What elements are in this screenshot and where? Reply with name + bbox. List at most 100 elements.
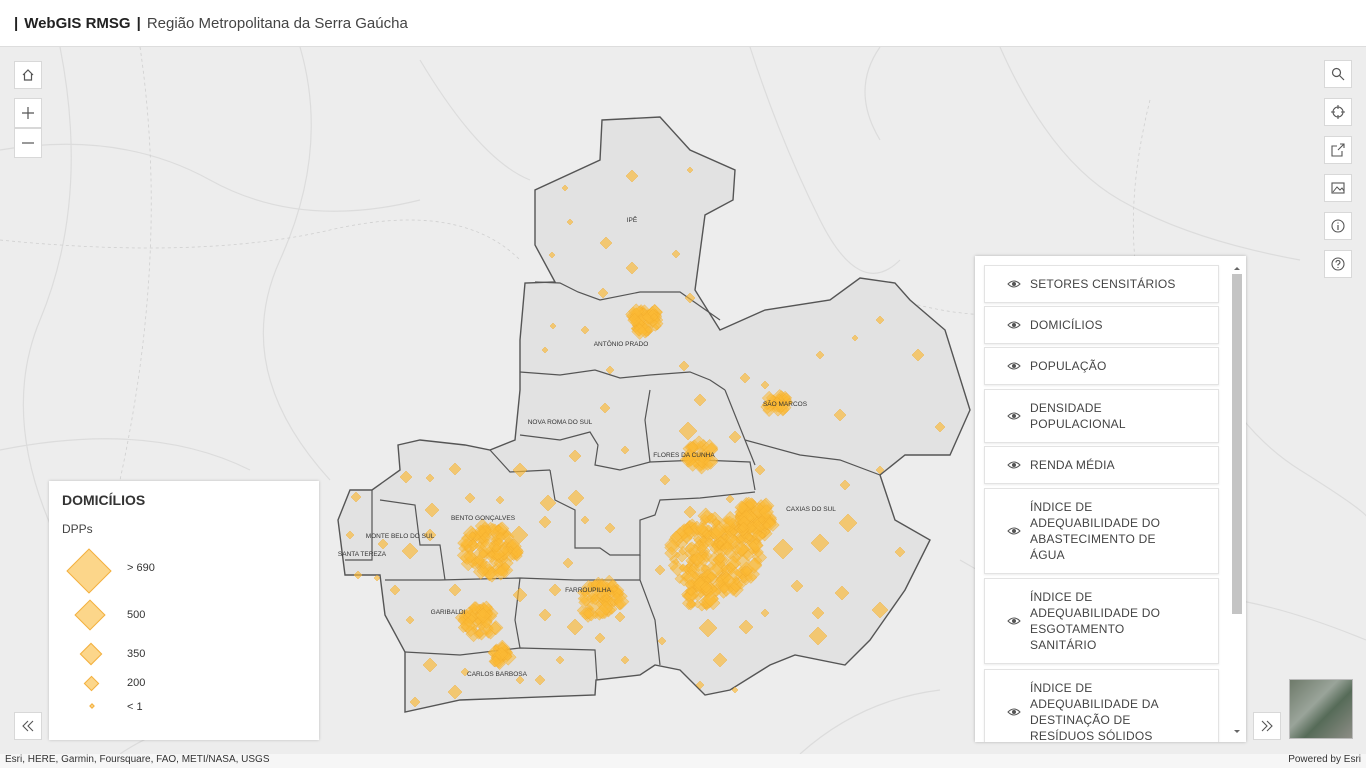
domicilio-symbol[interactable] [702,591,719,608]
domicilio-symbol[interactable] [733,541,750,558]
domicilio-symbol[interactable] [657,636,667,646]
domicilio-symbol[interactable] [613,593,630,610]
domicilio-symbol[interactable] [625,261,639,275]
domicilio-symbol[interactable] [548,251,556,259]
domicilio-symbol[interactable] [654,564,666,576]
domicilio-symbol[interactable] [405,615,415,625]
domicilio-symbol[interactable] [759,531,766,539]
domicilio-symbol[interactable] [448,583,462,597]
domicilio-symbol[interactable] [589,593,601,606]
domicilio-symbol[interactable] [668,560,679,571]
share-button[interactable] [1324,136,1352,164]
domicilio-symbol[interactable] [425,473,435,483]
domicilio-symbol[interactable] [729,528,738,536]
domicilio-symbol[interactable] [833,408,847,422]
domicilio-symbol[interactable] [875,315,885,325]
domicilio-symbol[interactable] [512,462,528,478]
domicilio-symbol[interactable] [651,323,660,332]
domicilio-symbol[interactable] [541,346,549,354]
domicilio-symbol[interactable] [839,479,851,491]
domicilio-symbol[interactable] [509,525,529,545]
domicilio-symbol[interactable] [685,585,697,597]
domicilio-symbol[interactable] [790,579,804,593]
domicilio-symbol[interactable] [911,348,925,362]
domicilio-symbol[interactable] [719,583,730,594]
domicilio-symbol[interactable] [534,674,546,686]
domicilio-symbol[interactable] [465,606,474,615]
domicilio-symbol[interactable] [684,579,695,590]
domicilio-symbol[interactable] [611,585,618,593]
expand-right-button[interactable] [1253,712,1281,740]
expand-left-button[interactable] [14,712,42,740]
domicilio-symbol[interactable] [681,453,694,466]
domicilio-symbol[interactable] [694,453,710,469]
domicilio-symbol[interactable] [745,497,758,511]
domicilio-symbol[interactable] [491,543,501,553]
domicilio-symbol[interactable] [489,655,502,668]
domicilio-symbol[interactable] [875,465,885,475]
domicilio-symbol[interactable] [566,618,584,636]
info-button[interactable] [1324,212,1352,240]
domicilio-symbol[interactable] [567,489,585,507]
domicilio-symbol[interactable] [422,657,438,673]
domicilio-symbol[interactable] [568,449,582,463]
domicilio-symbol[interactable] [692,576,708,592]
domicilio-symbol[interactable] [475,607,491,624]
domicilio-symbol[interactable] [772,538,794,560]
domicilio-symbol[interactable] [700,564,709,573]
home-button[interactable] [14,61,42,89]
domicilio-symbol[interactable] [704,537,716,548]
domicilio-symbol[interactable] [704,450,712,458]
domicilio-symbol[interactable] [599,402,611,414]
domicilio-symbol[interactable] [644,325,653,334]
domicilio-symbol[interactable] [712,652,728,668]
domicilio-symbol[interactable] [479,560,488,569]
domicilio-symbol[interactable] [399,470,413,484]
domicilio-symbol[interactable] [625,169,639,183]
domicilio-symbol[interactable] [463,550,477,564]
domicilio-symbol[interactable] [599,236,613,250]
domicilio-symbol[interactable] [683,526,695,537]
domicilio-symbol[interactable] [728,430,742,444]
domicilio-symbol[interactable] [474,555,485,566]
domicilio-symbol[interactable] [539,494,557,512]
domicilio-symbol[interactable] [614,611,626,623]
domicilio-symbol[interactable] [683,505,697,519]
domicilio-symbol[interactable] [448,462,462,476]
domicilio-symbol[interactable] [580,325,590,335]
domicilio-symbol[interactable] [758,504,774,520]
domicilio-symbol[interactable] [627,313,642,328]
domicilio-symbol[interactable] [548,583,562,597]
basemap-thumbnail[interactable] [1289,679,1353,739]
layer-item[interactable]: RENDA MÉDIA [984,446,1219,484]
layer-item[interactable]: ÍNDICE DE ADEQUABILIDADE DO ABASTECIMENT… [984,488,1219,574]
domicilio-symbol[interactable] [353,570,363,580]
domicilio-symbol[interactable] [659,474,671,486]
domicilio-symbol[interactable] [424,502,440,518]
domicilio-symbol[interactable] [810,533,830,553]
basemap-button[interactable] [1324,174,1352,202]
domicilio-symbol[interactable] [350,491,362,503]
domicilio-symbol[interactable] [447,684,463,700]
domicilio-symbol[interactable] [739,372,751,384]
domicilio-symbol[interactable] [590,579,601,590]
domicilio-symbol[interactable] [583,607,595,620]
layer-item[interactable]: ÍNDICE DE ADEQUABILIDADE DA DESTINAÇÃO D… [984,669,1219,742]
layer-item[interactable]: DOMICÍLIOS [984,306,1219,344]
domicilio-symbol[interactable] [693,393,707,407]
domicilio-symbol[interactable] [708,562,724,578]
domicilio-symbol[interactable] [695,680,705,690]
domicilio-symbol[interactable] [691,435,707,450]
layer-item[interactable]: DENSIDADE POPULACIONAL [984,389,1219,443]
domicilio-symbol[interactable] [775,399,788,413]
domicilio-symbol[interactable] [457,535,474,551]
domicilio-symbol[interactable] [487,550,496,559]
domicilio-symbol[interactable] [838,513,858,533]
domicilio-symbol[interactable] [731,686,739,694]
domicilio-symbol[interactable] [476,564,490,578]
domicilio-symbol[interactable] [834,585,850,601]
locate-button[interactable] [1324,98,1352,126]
domicilio-symbol[interactable] [510,545,524,559]
domicilio-symbol[interactable] [871,601,889,619]
domicilio-symbol[interactable] [698,618,718,638]
